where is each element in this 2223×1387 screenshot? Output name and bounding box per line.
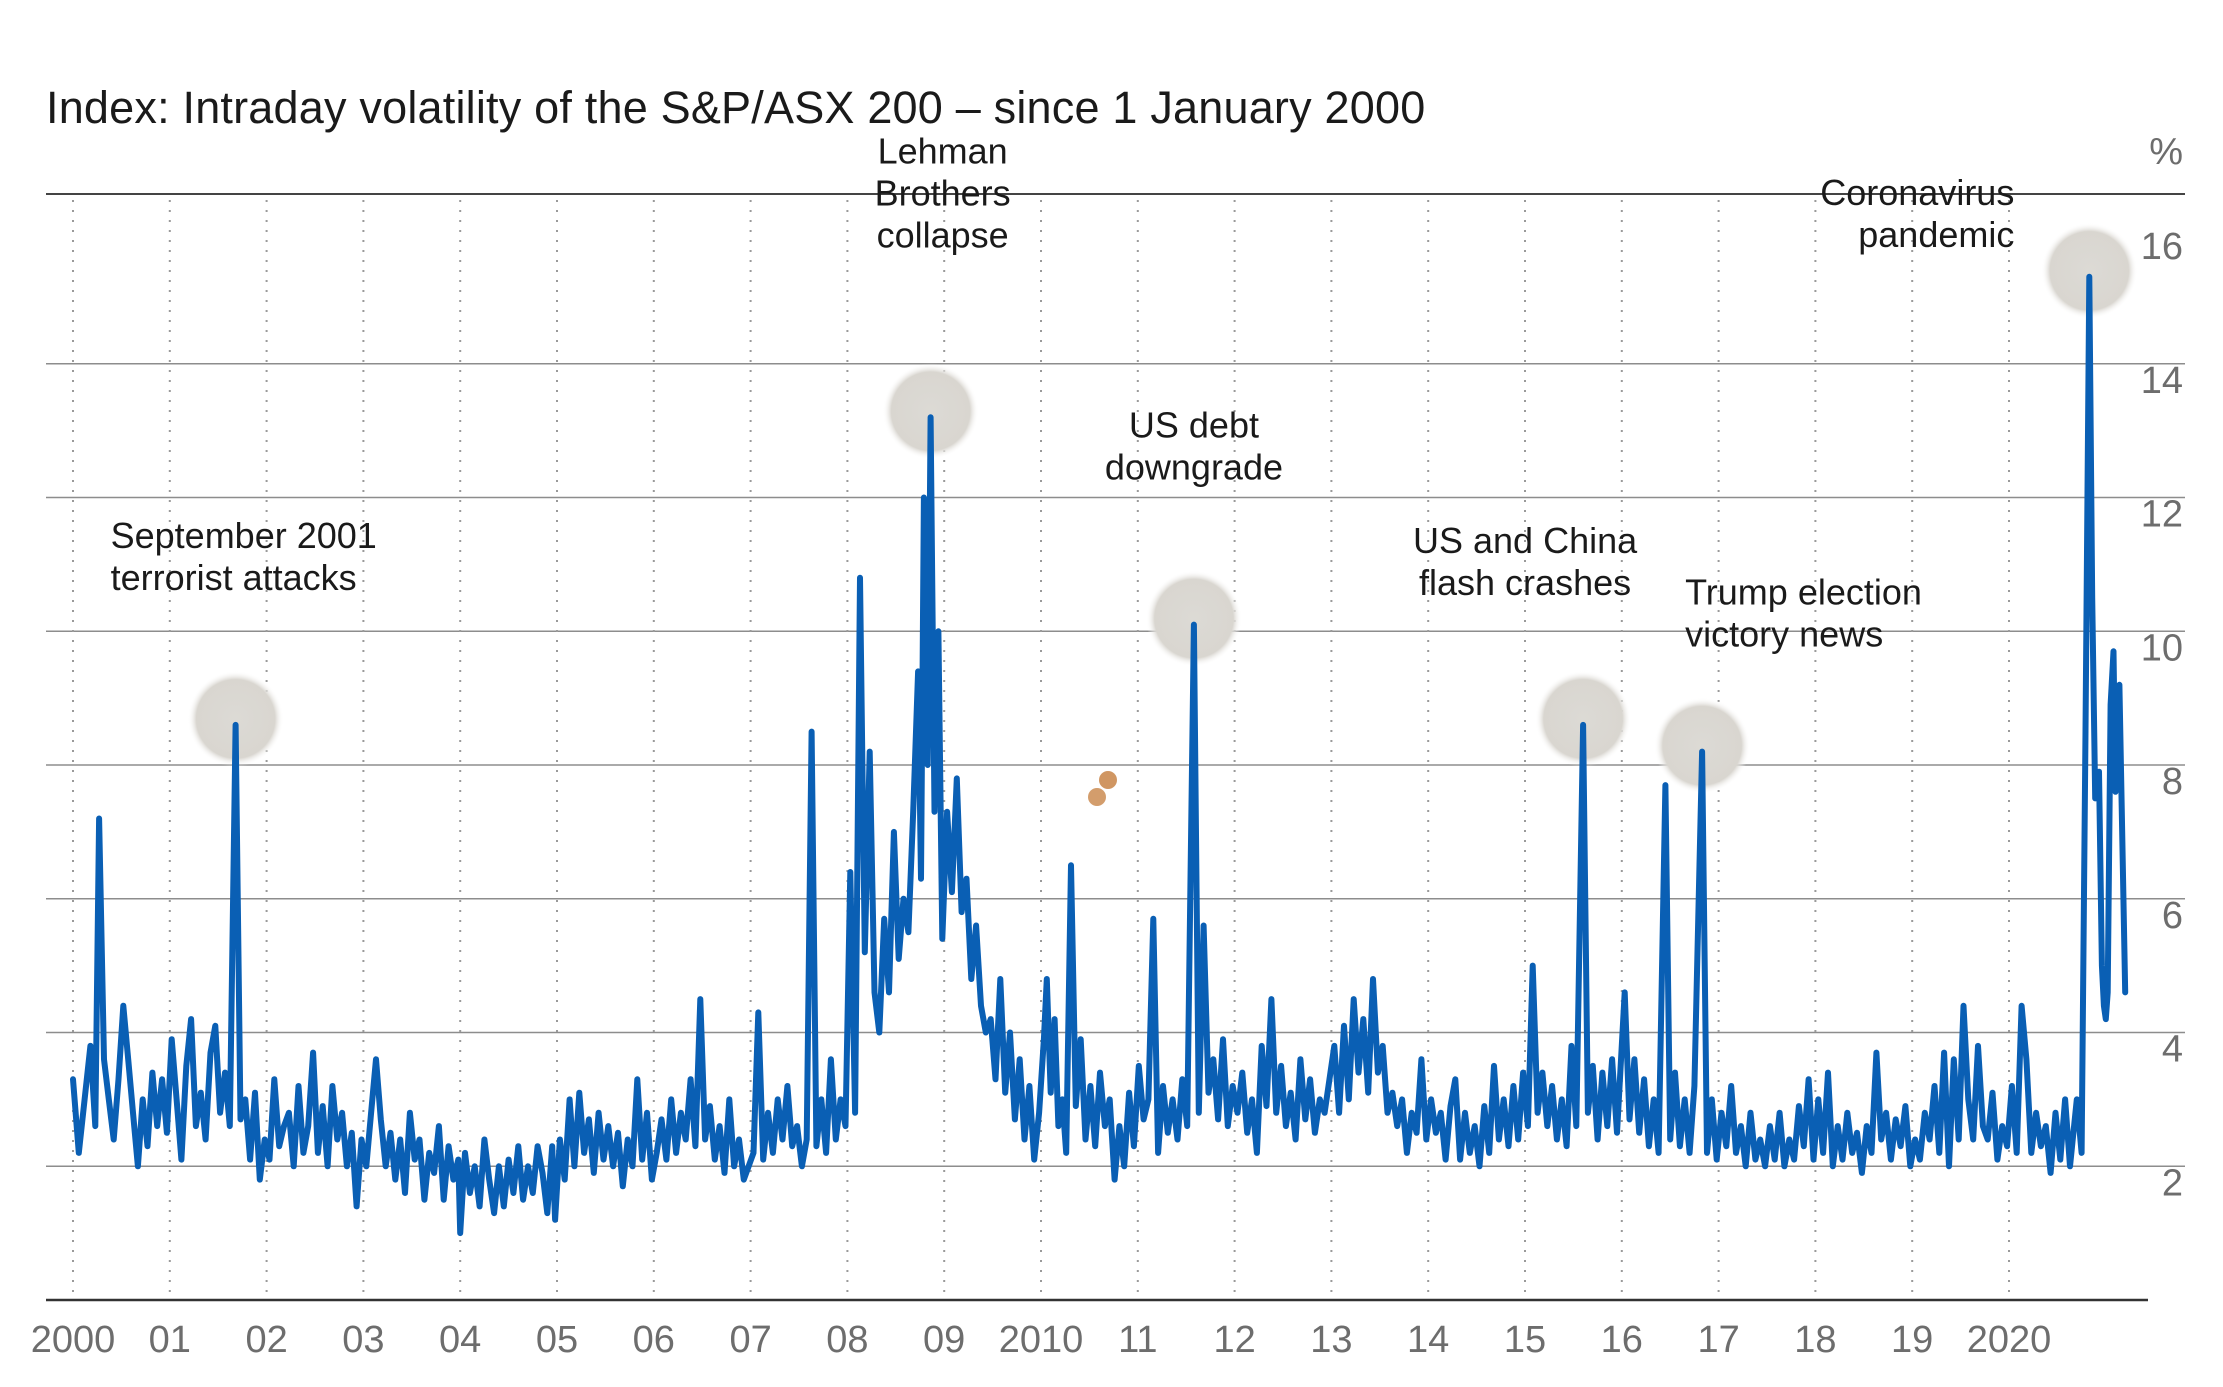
x-tick-label: 06 — [633, 1319, 675, 1361]
decor-dot — [1088, 788, 1106, 806]
x-tick-label: 18 — [1794, 1319, 1836, 1361]
x-tick-label: 14 — [1407, 1319, 1449, 1361]
x-tick-label: 2010 — [999, 1319, 1084, 1361]
x-tick-label: 2000 — [31, 1319, 116, 1361]
y-tick-label: 6 — [2162, 895, 2183, 937]
y-tick-label: 2 — [2162, 1162, 2183, 1204]
annotation-line: victory news — [1685, 614, 1883, 655]
series-layer — [70, 273, 2129, 1237]
axis-layer: 2 4 6 8 10 12 14 16% 2000 01 02 03 04 05 06 07 08 09 2010 1… — [31, 131, 2183, 1361]
peak-callout-circle — [187, 670, 284, 767]
y-tick-label: 16 — [2141, 226, 2183, 268]
x-tick-label: 15 — [1504, 1319, 1546, 1361]
annotation-line: Trump election — [1685, 572, 1922, 613]
y-tick-label: 14 — [2141, 360, 2183, 402]
x-tick-label: 08 — [826, 1319, 868, 1361]
annotation-line: flash crashes — [1419, 562, 1631, 603]
peak-callout-circle — [882, 363, 979, 460]
y-axis-unit: % — [2149, 131, 2183, 173]
annotation-line: Lehman — [878, 130, 1008, 171]
x-tick-label: 13 — [1310, 1319, 1352, 1361]
x-tick-label: 05 — [536, 1319, 578, 1361]
annotation-line: Coronavirus — [1820, 172, 2014, 213]
annotation-line: pandemic — [1858, 214, 2014, 255]
peak-callout-circle — [1145, 570, 1242, 667]
peak-callout-circle — [1535, 670, 1632, 767]
x-tick-label: 11 — [1118, 1319, 1157, 1361]
peak-callout-circle — [2041, 222, 2138, 319]
x-tick-label: 01 — [149, 1319, 191, 1361]
x-tick-label: 03 — [342, 1319, 384, 1361]
annotation-line: terrorist attacks — [111, 557, 357, 598]
x-tick-label: 17 — [1697, 1319, 1739, 1361]
grid-layer — [46, 193, 2185, 1300]
y-tick-label: 4 — [2162, 1029, 2183, 1071]
y-tick-label: 12 — [2141, 494, 2183, 536]
x-tick-label: 07 — [729, 1319, 771, 1361]
x-tick-label: 12 — [1213, 1319, 1255, 1361]
volatility-series-line — [70, 273, 2129, 1237]
x-tick-label: 02 — [245, 1319, 287, 1361]
annotation-line: collapse — [877, 214, 1009, 255]
annotation-line: Brothers — [875, 172, 1011, 213]
x-tick-label: 19 — [1891, 1319, 1933, 1361]
decor-dot — [1099, 771, 1117, 789]
y-tick-label: 8 — [2162, 761, 2183, 803]
x-tick-label: 04 — [439, 1319, 481, 1361]
x-tick-label: 09 — [923, 1319, 965, 1361]
chart-title: Index: Intraday volatility of the S&P/AS… — [46, 82, 1426, 133]
x-tick-label: 2020 — [1967, 1319, 2052, 1361]
x-tick-label: 16 — [1601, 1319, 1643, 1361]
annotation-line: US debt — [1129, 405, 1259, 446]
y-tick-label: 10 — [2141, 627, 2183, 669]
annotation-line: September 2001 — [111, 515, 377, 556]
annotation-line: downgrade — [1105, 447, 1283, 488]
peak-callout-circle — [1654, 697, 1751, 794]
annotation-line: US and China — [1413, 520, 1638, 561]
decor-layer — [1088, 771, 1117, 806]
callout-layer — [187, 222, 2138, 794]
